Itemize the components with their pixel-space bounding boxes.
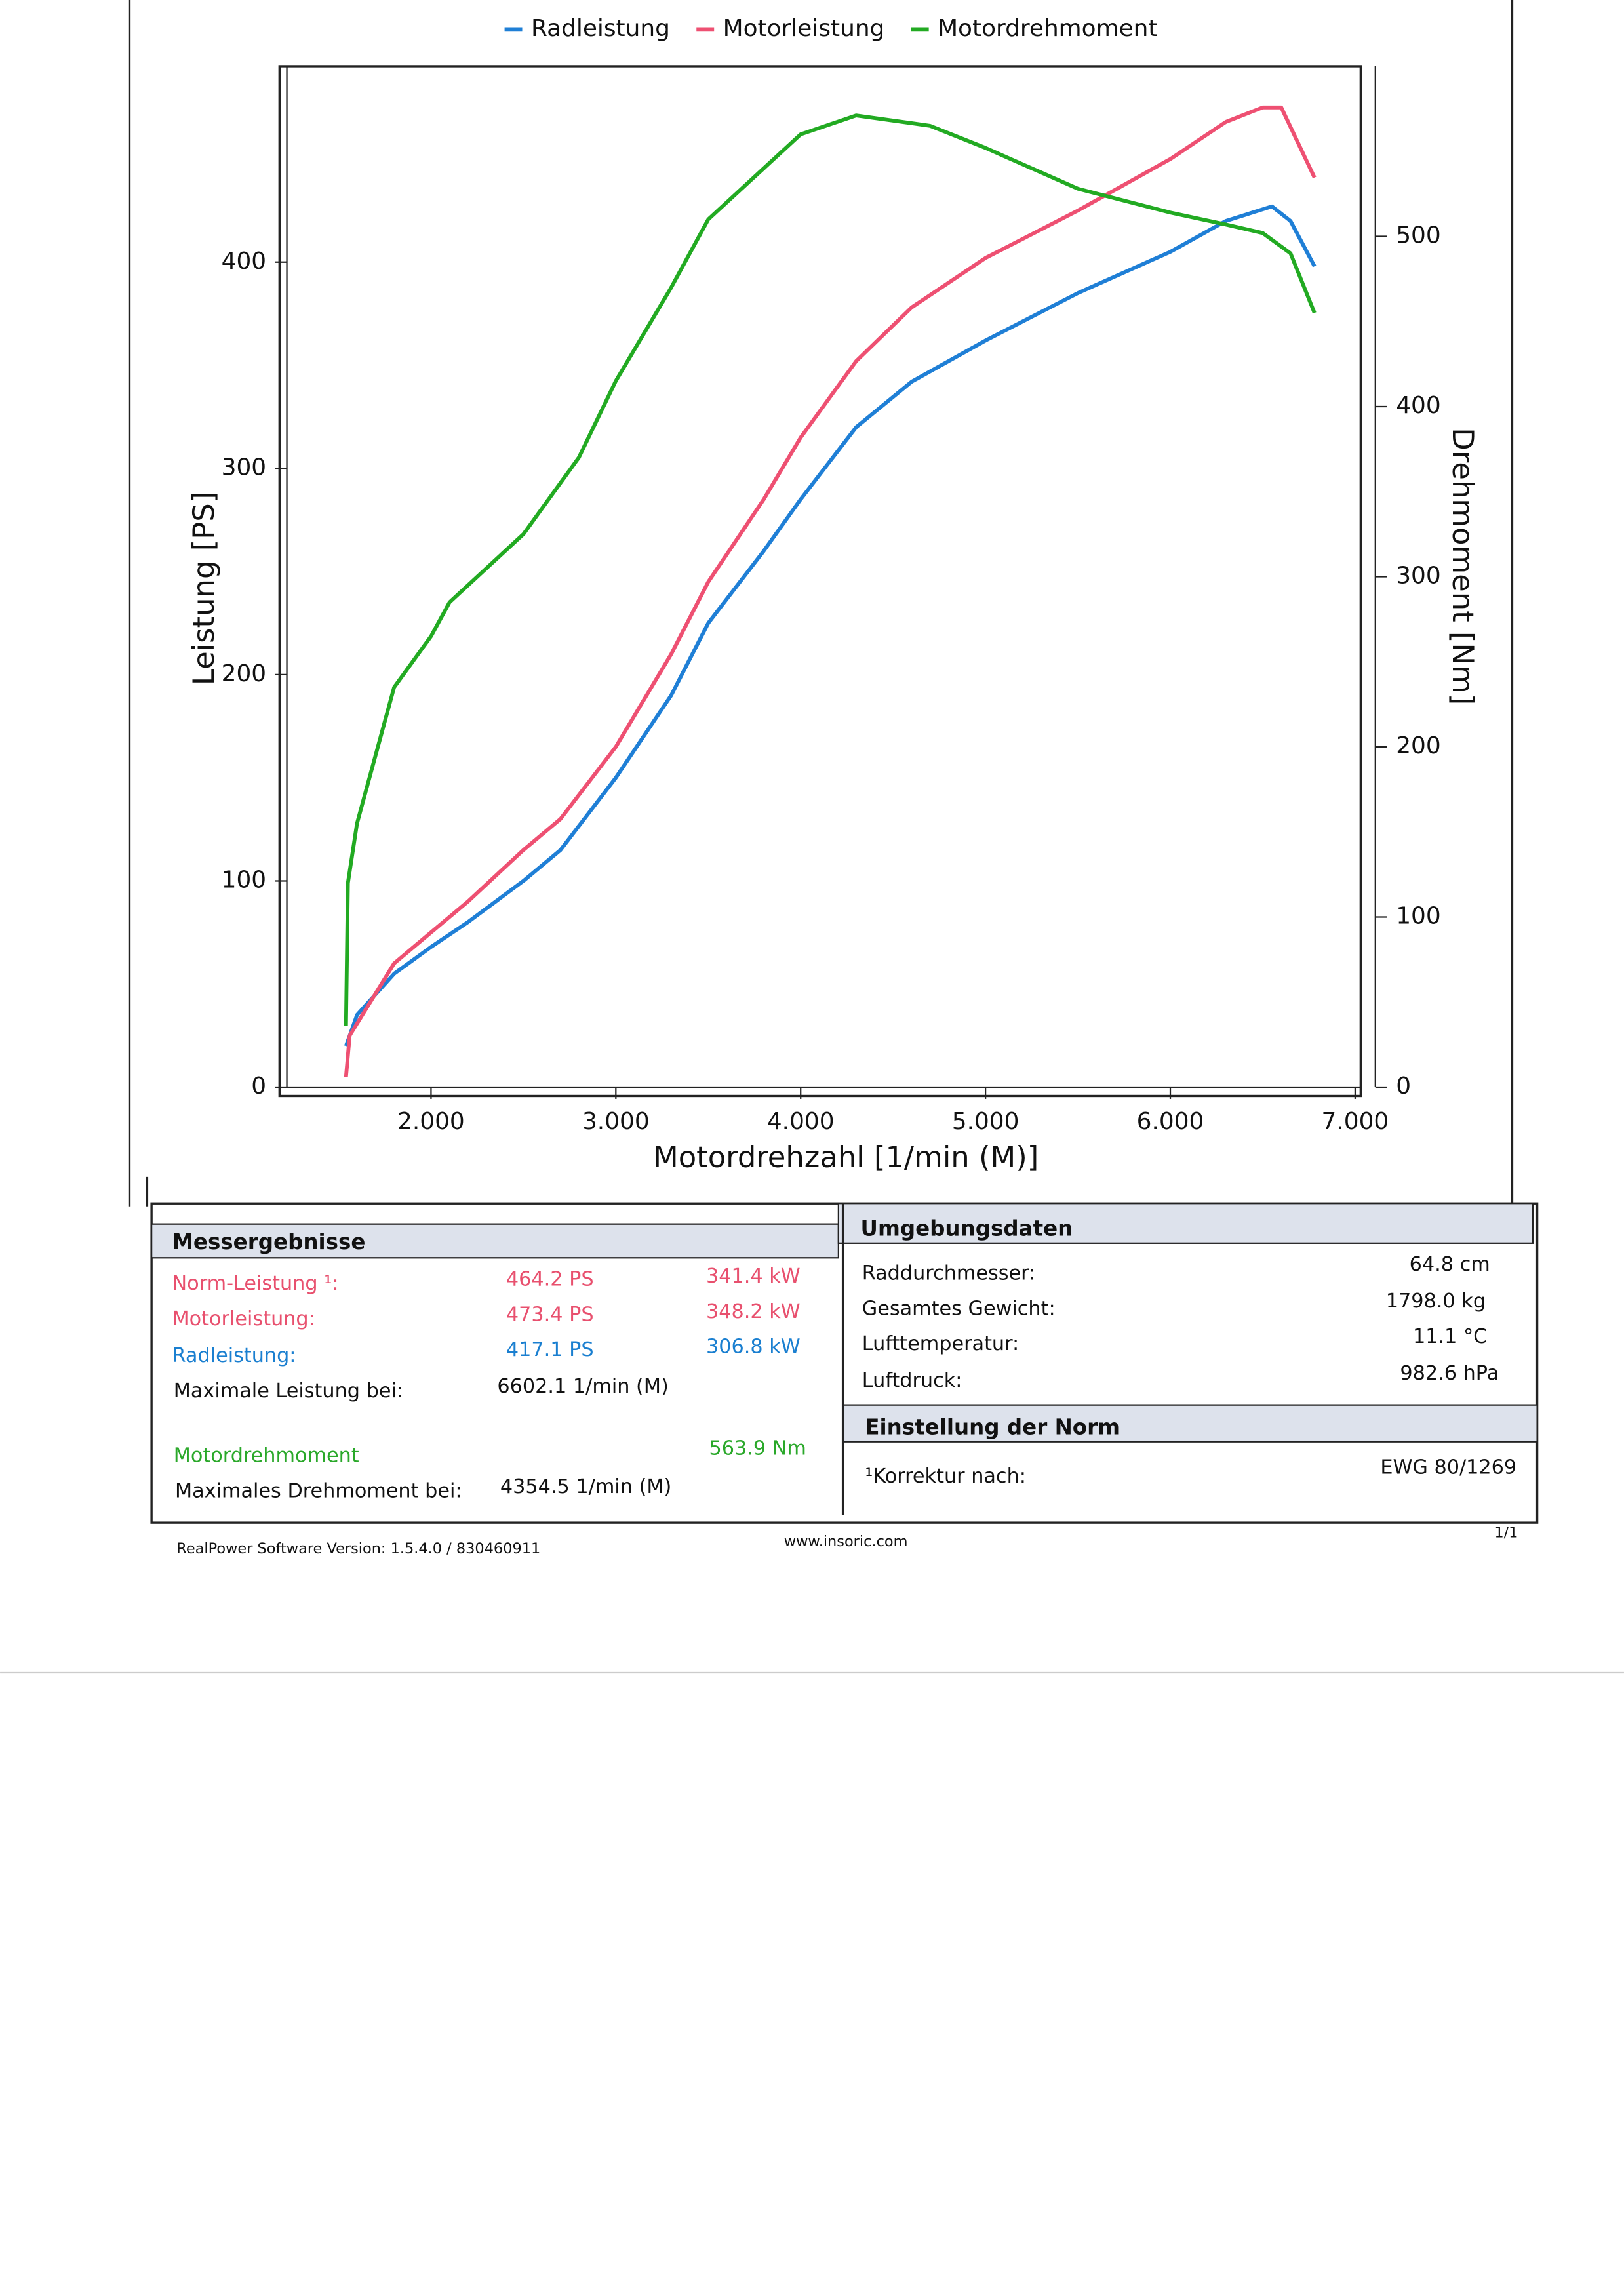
x-tick-label: 6.000 — [1137, 1108, 1204, 1135]
footer-website: www.insoric.com — [784, 1533, 908, 1550]
line-series — [344, 204, 1317, 1047]
line-series — [344, 105, 1317, 1077]
row-label: Motorleistung: — [172, 1307, 315, 1330]
y-tick-label: 200 — [222, 660, 266, 687]
results-table: Messergebnisse Norm-Leistung ¹: 464.2 PS… — [150, 1202, 1539, 1524]
row-value: 417.1 PS — [506, 1338, 594, 1361]
row-value: 563.9 Nm — [709, 1437, 806, 1460]
x-tick-label: 3.000 — [582, 1108, 650, 1135]
x-axis-title: Motordrehzahl [1/min (M)] — [653, 1140, 1039, 1174]
row-value: 473.4 PS — [506, 1303, 594, 1326]
row-value: 4354.5 1/min (M) — [500, 1475, 671, 1498]
row-label: Norm-Leistung ¹: — [172, 1272, 339, 1295]
y-tick-label: 0 — [251, 1073, 266, 1100]
row-value: 464.2 PS — [506, 1267, 594, 1290]
row-label: ¹Korrektur nach: — [865, 1465, 1026, 1488]
row-label: Raddurchmesser: — [862, 1262, 1035, 1285]
x-tick-label: 5.000 — [952, 1108, 1020, 1135]
row-label: Motordrehmoment — [174, 1445, 359, 1467]
legend-label: Motorleistung — [723, 15, 885, 42]
row-value: 306.8 kW — [706, 1336, 801, 1359]
plot-frame — [278, 65, 1362, 1098]
table-header: Messergebnisse — [172, 1229, 366, 1254]
x-tick-label: 7.000 — [1322, 1108, 1389, 1135]
row-value: 11.1 °C — [1413, 1325, 1487, 1348]
y-tick-label: 100 — [222, 866, 266, 893]
row-value: EWG 80/1269 — [1380, 1456, 1516, 1479]
row-label: Maximale Leistung bei: — [174, 1380, 403, 1403]
line-series — [344, 113, 1317, 1026]
header-band — [837, 1203, 1534, 1244]
y2-tick-label: 200 — [1396, 732, 1440, 759]
table-header: Einstellung der Norm — [865, 1415, 1120, 1440]
row-value: 982.6 hPa — [1400, 1362, 1499, 1385]
y-axis-title: Leistung [PS] — [186, 492, 221, 685]
row-value: 64.8 cm — [1410, 1253, 1490, 1276]
header-band — [842, 1404, 1538, 1443]
row-value: 1798.0 kg — [1386, 1290, 1486, 1313]
row-label: Lufttemperatur: — [862, 1332, 1019, 1355]
legend-label: Motordrehmoment — [938, 15, 1157, 42]
header-band — [151, 1223, 840, 1259]
y2-tick-label: 100 — [1396, 903, 1440, 930]
table-header: Umgebungsdaten — [861, 1216, 1073, 1241]
row-value: 6602.1 1/min (M) — [497, 1375, 668, 1398]
row-value: 341.4 kW — [706, 1265, 801, 1288]
y2-tick-label: 300 — [1396, 562, 1440, 589]
y-tick-label: 300 — [222, 454, 266, 481]
x-tick-label: 2.000 — [397, 1108, 465, 1135]
y2-axis-title: Drehmoment [Nm] — [1446, 428, 1480, 705]
row-label: Maximales Drehmoment bei: — [175, 1480, 462, 1503]
footer-page: 1/1 — [1494, 1524, 1518, 1541]
row-label: Radleistung: — [172, 1344, 296, 1367]
row-value: 348.2 kW — [706, 1300, 801, 1323]
y2-tick-label: 500 — [1396, 222, 1440, 249]
footer-software: RealPower Software Version: 1.5.4.0 / 83… — [176, 1540, 540, 1557]
chart: Motordrehzahl [1/min (M)] Leistung [PS] … — [186, 15, 1480, 1174]
legend-label: Radleistung — [531, 15, 670, 42]
x-tick-label: 4.000 — [767, 1108, 835, 1135]
row-label: Luftdruck: — [862, 1369, 962, 1392]
y2-tick-label: 0 — [1396, 1073, 1411, 1100]
row-label: Gesamtes Gewicht: — [862, 1297, 1056, 1320]
y-tick-label: 400 — [222, 248, 266, 275]
y2-tick-label: 400 — [1396, 392, 1440, 419]
